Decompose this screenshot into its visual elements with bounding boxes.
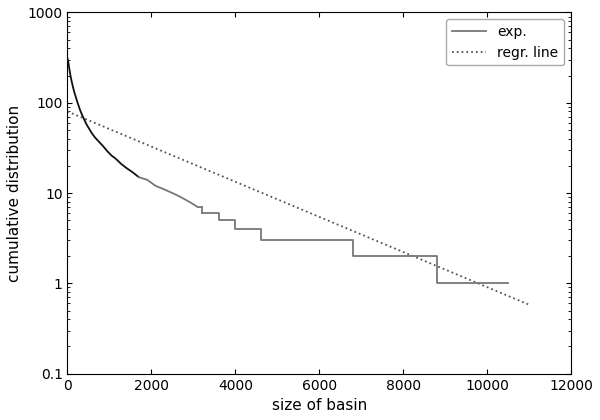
X-axis label: size of basin: size of basin <box>272 398 367 413</box>
Legend: exp., regr. line: exp., regr. line <box>446 19 564 66</box>
Line: exp.: exp. <box>202 213 508 284</box>
exp. <box>505 281 512 286</box>
Y-axis label: cumulative distribution: cumulative distribution <box>7 105 22 281</box>
exp. <box>433 281 440 286</box>
exp. <box>274 238 281 243</box>
exp. <box>324 238 331 243</box>
exp. <box>282 238 289 243</box>
exp. <box>383 254 390 259</box>
exp. <box>505 281 512 286</box>
exp. <box>198 210 205 215</box>
exp. <box>332 238 340 243</box>
